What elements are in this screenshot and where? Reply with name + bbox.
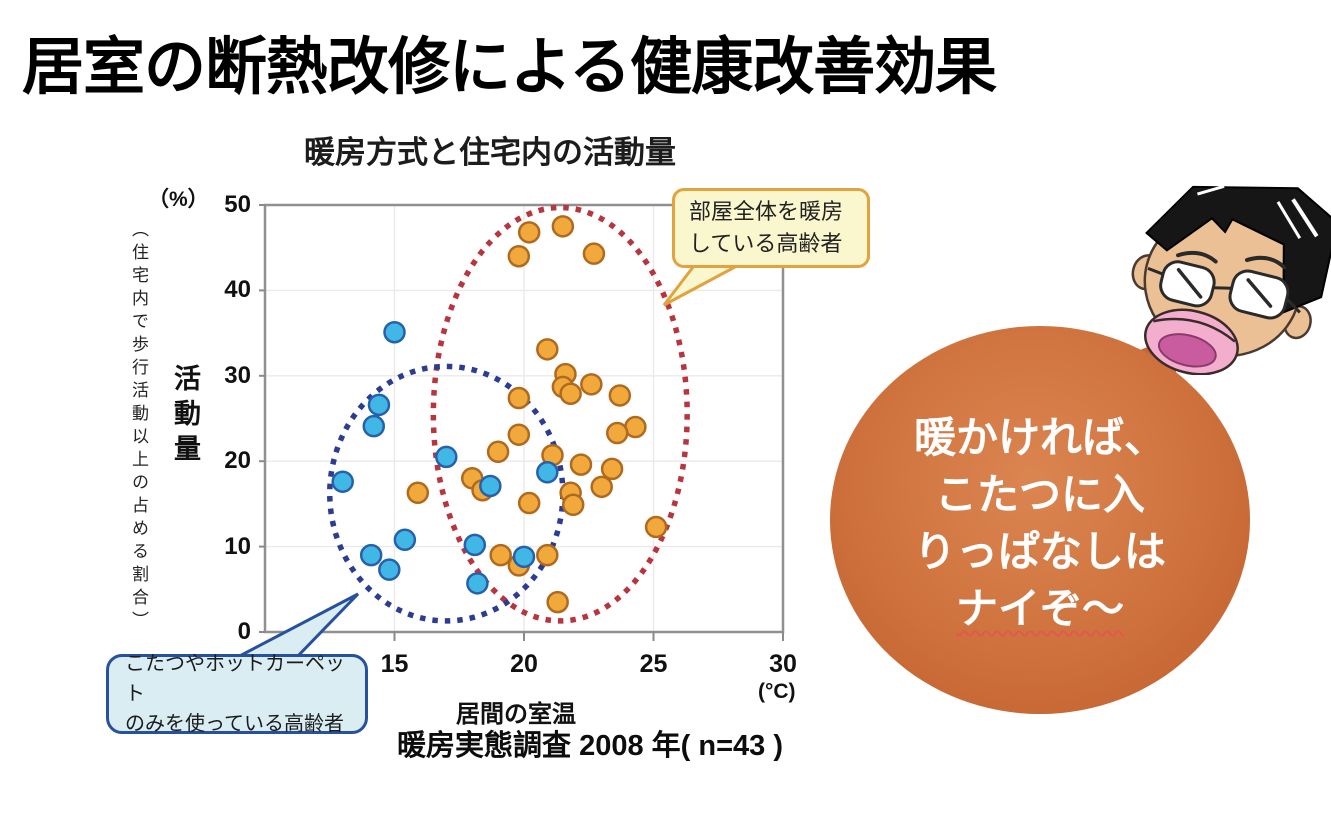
eyebrow-right: [1244, 255, 1287, 270]
hair-streak: [1291, 198, 1319, 238]
plot-area: [259, 203, 785, 641]
x-tick-label: 15: [380, 650, 409, 678]
data-point-orange: [605, 421, 629, 445]
x-tick-label: 30: [769, 650, 797, 678]
y-axis-unit-label: （%）: [148, 188, 209, 211]
data-point-blue: [466, 572, 489, 595]
speech-bubble: 暖かければ、 こたつに入 りっぱなしは ナイぞ～: [830, 326, 1250, 714]
bubble-line: りっぱなしは: [913, 528, 1166, 575]
y-tick-label: 50: [224, 191, 251, 218]
data-point-orange: [517, 221, 541, 244]
data-point-orange: [486, 440, 510, 464]
data-point-orange: [517, 491, 541, 515]
glasses-bridge: [1213, 286, 1232, 290]
bubble-line: ナイぞ～: [955, 585, 1124, 633]
y-tick-label: 10: [224, 532, 251, 560]
callout-warm-room-line1: 部屋全体を暖房: [689, 199, 844, 225]
data-point-blue: [536, 461, 559, 484]
callout-warm-room-line2: している高齢者: [689, 231, 843, 256]
data-point-orange: [536, 543, 559, 567]
old-man-face-illustration: [1131, 184, 1331, 375]
hair-streak: [1197, 184, 1225, 196]
data-point-orange: [561, 493, 585, 517]
data-point-orange: [507, 386, 531, 410]
flat-top-hair: [1145, 185, 1331, 314]
callout-kotatsu: こたつやホットカーペット のみを使っている高齢者: [106, 653, 368, 735]
glasses-temple-left: [1147, 266, 1164, 276]
chart-caption: 暖房実態調査 2008 年( n=43 ): [397, 730, 783, 762]
callout-kotatsu-line1: こたつやホットカーペット: [125, 653, 345, 705]
y-tick-label: 40: [224, 276, 251, 304]
cluster-ellipse-warm-room: [430, 204, 690, 624]
y-tick-label: 0: [237, 618, 251, 645]
data-point-orange: [507, 244, 531, 268]
data-point-blue: [383, 320, 406, 344]
data-point-blue: [331, 470, 354, 493]
data-point-blue: [367, 393, 391, 417]
callout-warm-room: 部屋全体を暖房 している高齢者: [672, 188, 870, 268]
data-point-orange: [644, 515, 668, 539]
x-tick-label: 20: [510, 650, 538, 678]
data-point-blue: [512, 545, 536, 569]
data-point-blue: [435, 445, 458, 469]
data-point-orange: [551, 215, 575, 238]
data-point-orange: [590, 475, 613, 499]
data-point-blue: [359, 543, 383, 567]
data-point-orange: [559, 382, 582, 405]
data-point-orange: [489, 543, 512, 567]
x-axis-label: 居間の室温: [456, 701, 576, 728]
y-tick-label: 20: [224, 447, 251, 475]
data-point-orange: [580, 373, 603, 396]
bubble-line: 暖かければ、: [913, 413, 1166, 461]
eyebrow-left: [1176, 250, 1218, 264]
slide-title: 居室の断熱改修による健康改善効果: [22, 33, 997, 102]
data-point-orange: [569, 453, 593, 476]
data-point-blue: [463, 533, 487, 557]
bubble-line: こたつに入: [934, 470, 1145, 518]
data-point-orange: [608, 384, 632, 407]
data-point-orange: [406, 481, 430, 505]
upper-lip: [1153, 317, 1236, 343]
data-point-orange: [600, 457, 624, 481]
data-point-blue: [479, 474, 502, 498]
data-point-blue: [393, 528, 417, 552]
x-tick-label: 25: [639, 650, 668, 678]
chart-title: 暖房方式と住宅内の活動量: [304, 135, 676, 170]
y-tick-label: 30: [224, 361, 251, 389]
closed-eye-right: [1246, 278, 1273, 308]
closed-eye-left: [1176, 268, 1203, 299]
y-axis-label: 活動量: [170, 364, 200, 469]
data-point-orange: [582, 242, 606, 265]
data-point-blue: [362, 414, 386, 438]
data-point-blue: [378, 558, 401, 581]
y-axis-sublabel: （住宅内で歩行活動以上の占める割合）: [129, 220, 148, 634]
callout-kotatsu-line2: のみを使っている高齢者: [125, 713, 344, 735]
glasses-temple-right: [1285, 297, 1301, 314]
hair-streak: [1276, 201, 1302, 239]
x-axis-unit-label: (°C): [758, 680, 796, 703]
data-point-orange: [546, 590, 569, 614]
data-point-orange: [536, 338, 559, 361]
data-point-orange: [507, 423, 531, 446]
